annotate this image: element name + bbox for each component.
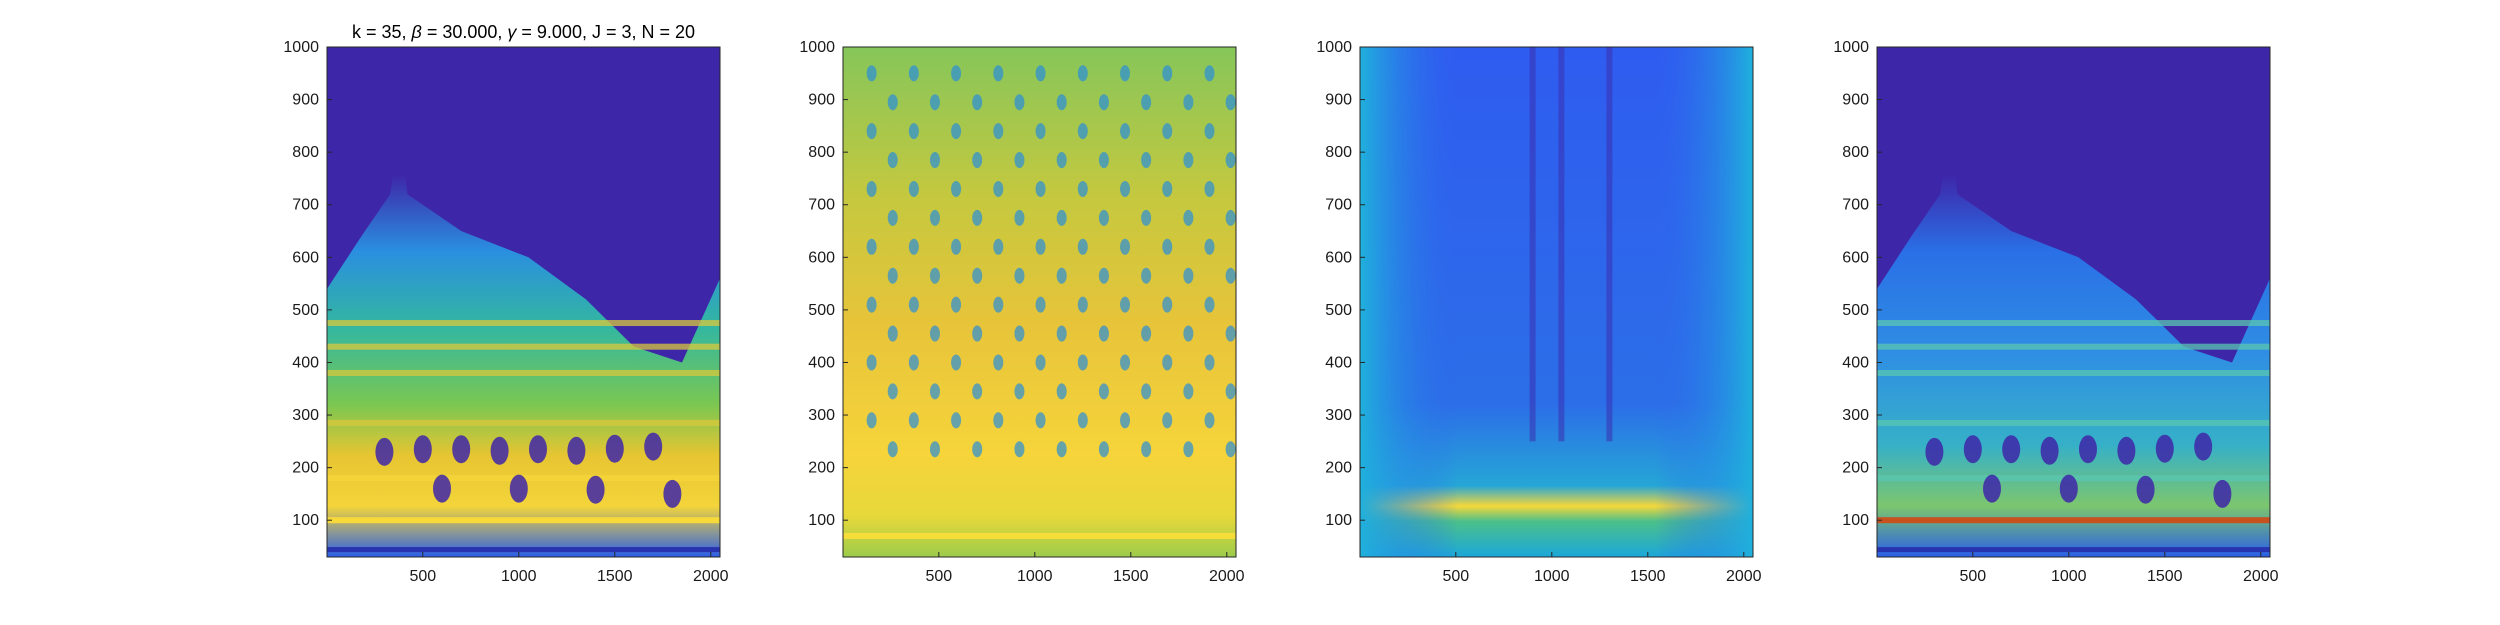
y-tick-label: 800	[1842, 144, 1869, 161]
y-tick-label: 700	[1842, 197, 1869, 214]
axes-frame	[1359, 46, 1754, 558]
x-tick-label: 1000	[1017, 568, 1053, 585]
y-tick-label: 100	[292, 512, 319, 529]
x-tick-label: 500	[409, 568, 436, 585]
x-tick-label: 1500	[1630, 568, 1666, 585]
panel-3: 100 200 300 400 500 600 700 800 900 1000 500 1000 15…	[1316, 39, 1761, 585]
y-tick-label: 900	[292, 92, 319, 109]
y-tick-label: 800	[808, 144, 835, 161]
y-tick-label: 400	[292, 354, 319, 371]
y-tick-label: 300	[1842, 407, 1869, 424]
y-tick-label: 900	[1842, 92, 1869, 109]
heatmap-texture	[327, 47, 720, 553]
y-tick-label: 400	[808, 354, 835, 371]
y-tick-label: 500	[292, 302, 319, 319]
x-tick-label: 1500	[597, 568, 633, 585]
y-tick-label: 100	[1325, 512, 1352, 529]
y-tick-label: 900	[1325, 92, 1352, 109]
x-tick-label: 500	[925, 568, 952, 585]
panel-4: 100 200 300 400 500 600 700 800 900 1000 500 1000 15…	[1833, 39, 2278, 585]
y-tick-label: 400	[1842, 354, 1869, 371]
x-tick-label: 1500	[2147, 568, 2183, 585]
y-tick-label: 300	[808, 407, 835, 424]
chart-title: k = 35, β = 30.000, γ = 9.000, J = 3, N …	[352, 22, 695, 42]
x-tick-label: 500	[1442, 568, 1469, 585]
y-tick-label: 600	[808, 249, 835, 266]
y-tick-label: 100	[1842, 512, 1869, 529]
y-tick-label: 700	[292, 197, 319, 214]
y-tick-label: 700	[808, 197, 835, 214]
y-tick-label: 300	[292, 407, 319, 424]
x-tick-label: 2000	[1726, 568, 1762, 585]
axes-frame	[326, 46, 721, 558]
y-tick-label: 800	[1325, 144, 1352, 161]
x-tick-label: 1500	[1113, 568, 1149, 585]
panel-2: 100 200 300 400 500 600 700 800 900 1000 500 1000 15…	[799, 39, 1244, 585]
x-tick-label: 2000	[1209, 568, 1245, 585]
panel-1: 100 200 300 400 500 600 700 800 900 1000 500 1000 15…	[283, 22, 728, 585]
y-tick-label: 500	[1842, 302, 1869, 319]
y-tick-label: 100	[808, 512, 835, 529]
y-tick-label: 1000	[799, 39, 835, 56]
x-tick-label: 1000	[2051, 568, 2087, 585]
y-tick-label: 300	[1325, 407, 1352, 424]
heatmap-texture	[1877, 47, 2270, 553]
y-tick-label: 700	[1325, 197, 1352, 214]
y-tick-label: 800	[292, 144, 319, 161]
x-tick-label: 2000	[693, 568, 729, 585]
y-tick-label: 200	[1842, 460, 1869, 477]
y-tick-label: 200	[292, 460, 319, 477]
axes-frame	[1876, 46, 2271, 558]
y-tick-label: 1000	[283, 39, 319, 56]
y-tick-label: 600	[292, 249, 319, 266]
y-tick-label: 1000	[1316, 39, 1352, 56]
x-tick-label: 500	[1959, 568, 1986, 585]
y-tick-label: 600	[1325, 249, 1352, 266]
heatmap-texture	[1360, 47, 1753, 557]
y-tick-label: 200	[808, 460, 835, 477]
y-tick-label: 500	[1325, 302, 1352, 319]
heatmap-texture	[843, 65, 1236, 539]
y-tick-label: 400	[1325, 354, 1352, 371]
x-tick-label: 1000	[1534, 568, 1570, 585]
x-tick-label: 1000	[501, 568, 537, 585]
y-tick-label: 900	[808, 92, 835, 109]
y-tick-label: 1000	[1833, 39, 1869, 56]
x-tick-label: 2000	[2243, 568, 2279, 585]
y-tick-label: 200	[1325, 460, 1352, 477]
axes-frame	[842, 46, 1237, 558]
y-tick-label: 500	[808, 302, 835, 319]
y-tick-label: 600	[1842, 249, 1869, 266]
